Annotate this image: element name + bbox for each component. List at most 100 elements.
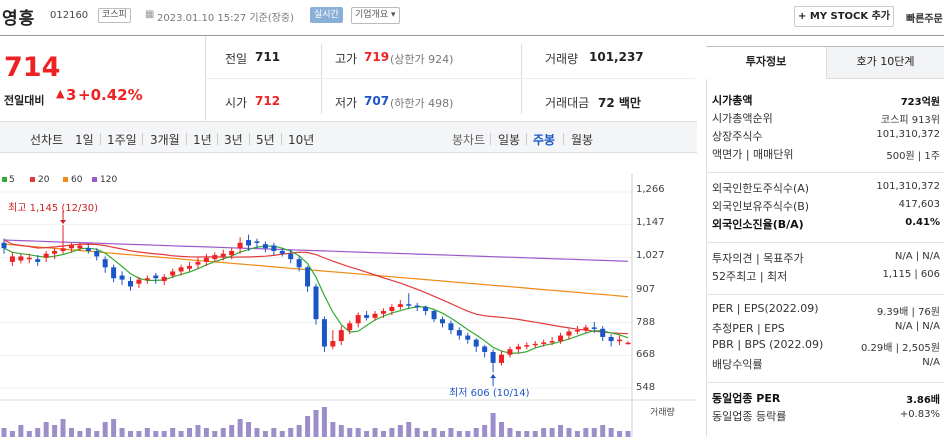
volume-bar [507, 428, 513, 437]
low-annotation: 최저 606 (10/14) [449, 388, 530, 399]
upper-limit: (상한가 924) [390, 53, 454, 66]
volume-bar [288, 428, 294, 437]
candle-body [600, 328, 606, 337]
price-chart[interactable] [0, 154, 697, 437]
volume-bar [305, 416, 311, 437]
volume-bar [85, 428, 91, 437]
volume-bar [448, 428, 454, 437]
info-row-label: PBR | BPS (2022.09) [712, 338, 824, 351]
info-row-value: 0.41% [905, 217, 940, 228]
candle-body [127, 280, 133, 287]
volume-bar [212, 431, 218, 437]
add-my-stock-button[interactable]: + MY STOCK 추가 [794, 6, 894, 27]
candle-body [583, 327, 589, 331]
candle-body [313, 286, 319, 320]
candle-body [372, 313, 378, 318]
panel-divider [706, 242, 944, 243]
candle-body [380, 311, 386, 314]
candle-body [68, 245, 74, 249]
y-tick-label: 548 [636, 382, 656, 393]
volume-bar [1, 428, 7, 437]
candle-weekly[interactable]: 주봉 [533, 133, 556, 147]
tab-order-book[interactable]: 호가 10단계 [827, 47, 944, 79]
candle-body [465, 335, 471, 340]
company-overview-dropdown[interactable]: 기업개요 ▾ [351, 7, 400, 24]
volume-bar [195, 425, 201, 437]
panel-divider [706, 294, 944, 295]
candle-body [490, 351, 496, 363]
volume-bar [43, 422, 49, 437]
candle-body [136, 279, 142, 284]
period-3y[interactable]: 3년 [224, 133, 243, 147]
volume-bar [591, 428, 597, 437]
volume-bar [296, 425, 302, 437]
quote-divider-2 [521, 44, 522, 114]
panel-divider [706, 382, 944, 383]
ma60-label: 60 [71, 175, 83, 185]
toolbar-sep [100, 133, 101, 145]
chart-toolbar [0, 121, 697, 153]
info-panel [706, 46, 944, 437]
candle-body [212, 255, 218, 260]
volume-bar [271, 428, 277, 437]
candle-body [60, 248, 66, 251]
period-1y[interactable]: 1년 [193, 133, 212, 147]
quick-order-button[interactable]: 빠른주문 [906, 14, 943, 25]
volume-bar [482, 425, 488, 437]
candle-monthly[interactable]: 월봉 [571, 133, 594, 147]
change-percent: +0.42% [78, 86, 143, 104]
candle-daily[interactable]: 일봉 [498, 133, 521, 147]
volume-bar [490, 413, 496, 437]
high-value: 719 [364, 50, 390, 64]
period-1w[interactable]: 1주일 [107, 133, 137, 147]
open-label: 시가 [225, 96, 248, 110]
y-tick-label: 668 [636, 349, 656, 360]
volume-bar [330, 422, 336, 437]
period-5y[interactable]: 5년 [256, 133, 275, 147]
volume-bar [625, 431, 631, 437]
candle-body [119, 275, 125, 280]
volume-bar [406, 422, 412, 437]
toolbar-sep [490, 133, 491, 145]
low-value: 707 [364, 94, 390, 108]
candle-body [26, 257, 32, 260]
candle-body [330, 341, 336, 347]
candle-body [305, 267, 311, 287]
candle-body [431, 311, 437, 320]
live-tag[interactable]: 실시간 [310, 7, 343, 23]
candle-body [35, 259, 41, 262]
toolbar-sep [217, 133, 218, 145]
tab-investment-info[interactable]: 투자정보 [706, 47, 827, 79]
line-chart-label[interactable]: 선차트 [30, 133, 64, 147]
volume-bar [127, 431, 133, 437]
period-1d[interactable]: 1일 [75, 133, 94, 147]
market-tag: 코스피 [98, 8, 131, 23]
volume-bar [321, 407, 327, 437]
volume-bar [153, 431, 159, 437]
calendar-icon: ▦ [145, 9, 155, 20]
volume-bar [237, 419, 243, 437]
ma20-swatch [30, 177, 35, 182]
ma5-label: 5 [9, 175, 15, 185]
candle-body [591, 327, 597, 329]
info-row-label: 동일업종 등락률 [712, 410, 787, 423]
candle-body [338, 330, 344, 342]
current-price: 714 [4, 52, 61, 83]
candle-body [1, 242, 7, 249]
low-label: 저가 [335, 96, 358, 110]
toolbar-sep [142, 133, 143, 145]
y-tick-label: 907 [636, 284, 656, 295]
candle-body [625, 342, 631, 345]
period-10y[interactable]: 10년 [288, 133, 315, 147]
candle-body [18, 256, 24, 261]
candle-body [77, 245, 83, 249]
stock-name: 영흥 [2, 9, 36, 29]
period-3m[interactable]: 3개월 [150, 133, 180, 147]
candle-body [203, 257, 209, 262]
volume-bar [77, 431, 83, 437]
y-tick-label: 1,266 [636, 184, 665, 195]
change-value: 3 [66, 86, 77, 104]
ma120-swatch [92, 177, 97, 182]
ma120-line [3, 239, 629, 262]
info-row-value: 101,310,372 [876, 129, 940, 140]
